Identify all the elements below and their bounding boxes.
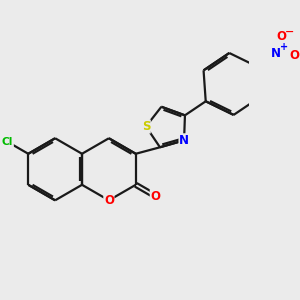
Text: +: + [280, 42, 288, 52]
Text: O: O [104, 194, 114, 207]
Text: Cl: Cl [2, 137, 13, 147]
Text: O: O [276, 30, 286, 43]
Text: S: S [142, 120, 150, 133]
Text: O: O [290, 50, 299, 62]
Text: N: N [179, 134, 189, 147]
Text: O: O [150, 190, 160, 202]
Text: N: N [271, 47, 281, 61]
Text: −: − [284, 27, 294, 37]
